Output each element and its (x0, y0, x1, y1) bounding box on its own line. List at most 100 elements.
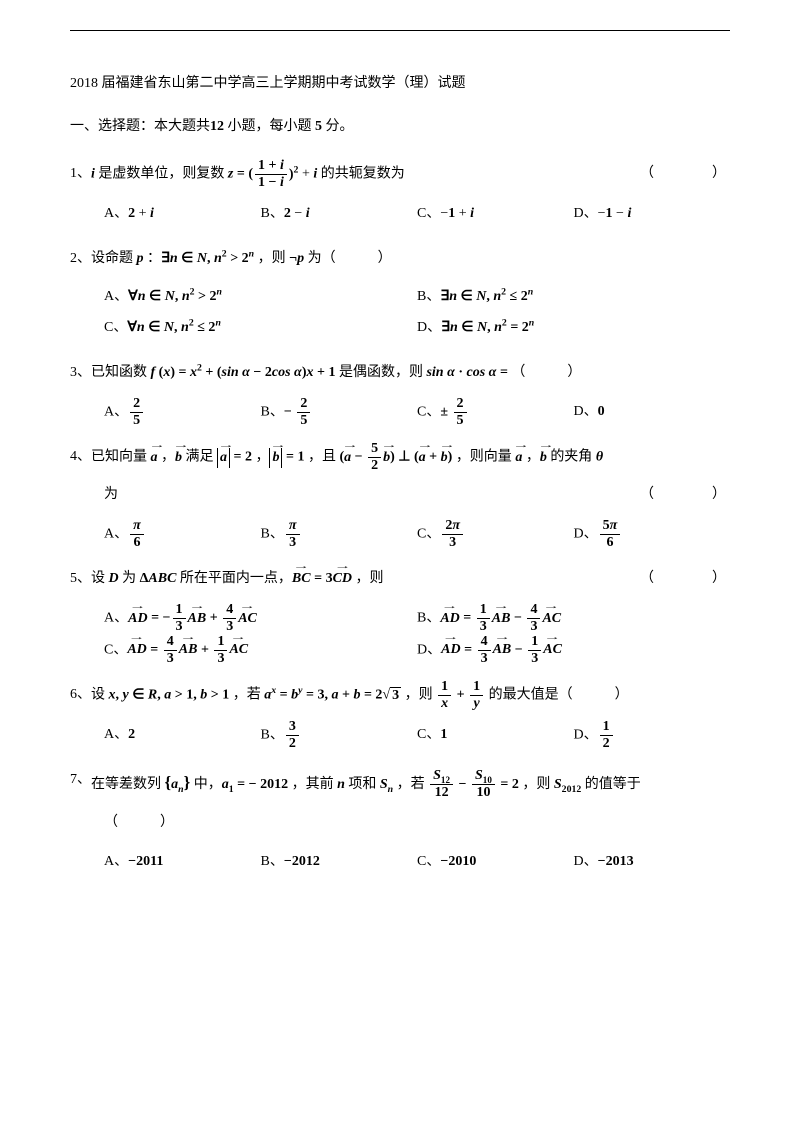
opt-label: C、 (417, 854, 440, 869)
opt-label: D、 (574, 854, 598, 869)
q6-options: A、2 B、32 C、1 D、12 (104, 720, 730, 752)
opt-label: D、 (574, 206, 598, 221)
q1-number: 1、 (70, 159, 91, 190)
q7-d-val: −2013 (598, 854, 634, 869)
opt-label: A、 (104, 289, 128, 304)
q6-pre: 设 (91, 688, 109, 703)
q3-opt-b: B、− 25 (261, 397, 418, 429)
q4-number: 4、 (70, 442, 91, 473)
q7-opt-d: D、−2013 (574, 847, 731, 878)
q7-post: ，则 (519, 777, 554, 792)
q7-b-val: −2012 (284, 854, 320, 869)
opt-label: B、 (417, 289, 440, 304)
opt-label: C、 (417, 206, 440, 221)
q5-opt-c: C、AD = 43AB + 13AC (104, 635, 417, 667)
q3-mid: 是偶函数，则 (335, 365, 426, 380)
q3-number: 3、 (70, 358, 91, 389)
q1-opt-d: D、−1 − i (574, 199, 731, 230)
section-text-3: 分。 (322, 119, 354, 134)
section-count: 12 (210, 119, 224, 134)
q6-text: 设 x, y ∈ R, a > 1, b > 1 ，若 ax = by = 3,… (91, 680, 730, 712)
q6-opt-b: B、32 (261, 720, 418, 752)
opt-label: D、 (574, 526, 598, 541)
q2-pre: 设命题 (91, 251, 137, 266)
section-text-1: 一、选择题：本大题共 (70, 119, 210, 134)
q3-text: 已知函数 f (x) = x2 + (sin α − 2cos α)x + 1 … (91, 358, 730, 389)
q4-opt-b: B、π3 (261, 519, 418, 551)
q2-text: 设命题 p ：∃n ∈ N, n2 > 2n ，则 ¬p 为（ ） (91, 244, 730, 275)
opt-label: C、 (417, 727, 440, 742)
q4-options: A、π6 B、π3 C、2π3 D、5π6 (104, 519, 730, 551)
q6-opt-d: D、12 (574, 720, 731, 752)
exam-title: 2018 届福建省东山第二中学高三上学期期中考试数学（理）试题 (70, 71, 730, 96)
q1-opt-a: A、2 + i (104, 199, 261, 230)
q6-m1: ，若 (229, 688, 264, 703)
q2-opt-c: C、∀n ∈ N, n2 ≤ 2n (104, 313, 417, 344)
question-6: 6、 设 x, y ∈ R, a > 1, b > 1 ，若 ax = by =… (70, 680, 730, 751)
q6-c-val: 1 (440, 727, 447, 742)
q3-opt-c: C、± 25 (417, 397, 574, 429)
q2-neg: 为（ ） (304, 251, 392, 266)
opt-label: D、 (417, 320, 441, 335)
question-5: 5、 设 D 为 ΔABC 所在平面内一点，BC = 3CD ，则 （ ） A、… (70, 564, 730, 666)
q7-m1: 中， (190, 777, 222, 792)
q6-number: 6、 (70, 680, 91, 711)
q3-options: A、25 B、− 25 C、± 25 D、0 (104, 397, 730, 429)
q1-opt-b: B、2 − i (261, 199, 418, 230)
opt-label: A、 (104, 854, 128, 869)
opt-label: A、 (104, 727, 128, 742)
q1-opt-c: C、−1 + i (417, 199, 574, 230)
top-rule (70, 30, 730, 31)
question-7: 7、 在等差数列 {an} 中，a1 = − 2012 ，其前 n 项和 Sn … (70, 765, 730, 878)
q7-line2: （ ） (104, 808, 730, 839)
opt-label: B、 (261, 727, 284, 742)
section-heading: 一、选择题：本大题共12 小题，每小题 5 分。 (70, 114, 730, 139)
opt-label: B、 (261, 526, 284, 541)
q1-options: A、2 + i B、2 − i C、−1 + i D、−1 − i (104, 199, 730, 230)
answer-blank: （ ） (640, 480, 730, 511)
q1-post: 的共轭复数为 (317, 167, 405, 182)
opt-label: A、 (104, 206, 128, 221)
q4-m3: ， (252, 450, 270, 465)
q7-a-val: −2011 (128, 854, 163, 869)
opt-label: D、 (574, 404, 598, 419)
q1-pre: 是虚数单位，则复数 (95, 167, 228, 182)
q5-options: A、AD = −13AB + 43AC B、AD = 13AB − 43AC C… (104, 603, 730, 666)
question-2: 2、 设命题 p ：∃n ∈ N, n2 > 2n ，则 ¬p 为（ ） A、∀… (70, 244, 730, 344)
q2-post: ，则 (254, 251, 289, 266)
opt-label: C、 (417, 405, 440, 420)
q6-opt-c: C、1 (417, 720, 574, 752)
page: 2018 届福建省东山第二中学高三上学期期中考试数学（理）试题 一、选择题：本大… (0, 0, 800, 1132)
q7-opt-b: B、−2012 (261, 847, 418, 878)
opt-label: B、 (261, 405, 284, 420)
q7-opt-a: A、−2011 (104, 847, 261, 878)
q2-opt-a: A、∀n ∈ N, n2 > 2n (104, 282, 417, 313)
answer-blank: （ ） (640, 564, 730, 595)
q3-opt-a: A、25 (104, 397, 261, 429)
question-3: 3、 已知函数 f (x) = x2 + (sin α − 2cos α)x +… (70, 358, 730, 428)
q4-m2: 满足 (182, 450, 217, 465)
q7-text: 在等差数列 {an} 中，a1 = − 2012 ，其前 n 项和 Sn ，若 … (91, 765, 730, 802)
q2-opt-b: B、∃n ∈ N, n2 ≤ 2n (417, 282, 730, 313)
q2-number: 2、 (70, 244, 91, 275)
q4-m4: ，且 (304, 450, 339, 465)
opt-label: C、 (417, 526, 440, 541)
opt-label: A、 (104, 405, 128, 420)
q1-text: i 是虚数单位，则复数 z = (1 + i1 − i)2 + i 的共轭复数为… (91, 159, 730, 191)
opt-label: B、 (261, 854, 284, 869)
q6-m2: ，则 (401, 688, 436, 703)
q5-m2: 所在平面内一点， (176, 571, 292, 586)
q7-c-val: −2010 (440, 854, 476, 869)
q2-opt-d: D、∃n ∈ N, n2 = 2n (417, 313, 730, 344)
opt-label: D、 (574, 727, 598, 742)
q4-text: 已知向量 a ，b 满足 a = 2 ，b = 1 ，且 (a − 52b) ⊥… (91, 442, 730, 474)
q4-line2-txt: 为 (104, 487, 118, 502)
q4-post: ，则向量 (452, 450, 515, 465)
question-1: 1、 i 是虚数单位，则复数 z = (1 + i1 − i)2 + i 的共轭… (70, 159, 730, 229)
q3-pre: 已知函数 (91, 365, 151, 380)
q5-text: 设 D 为 ΔABC 所在平面内一点，BC = 3CD ，则 （ ） (91, 564, 730, 595)
q7-m4: ，若 (393, 777, 428, 792)
q7-end: 的值等于 (581, 777, 641, 792)
q4-opt-d: D、5π6 (574, 519, 731, 551)
q3-post: （ ） (511, 365, 581, 380)
